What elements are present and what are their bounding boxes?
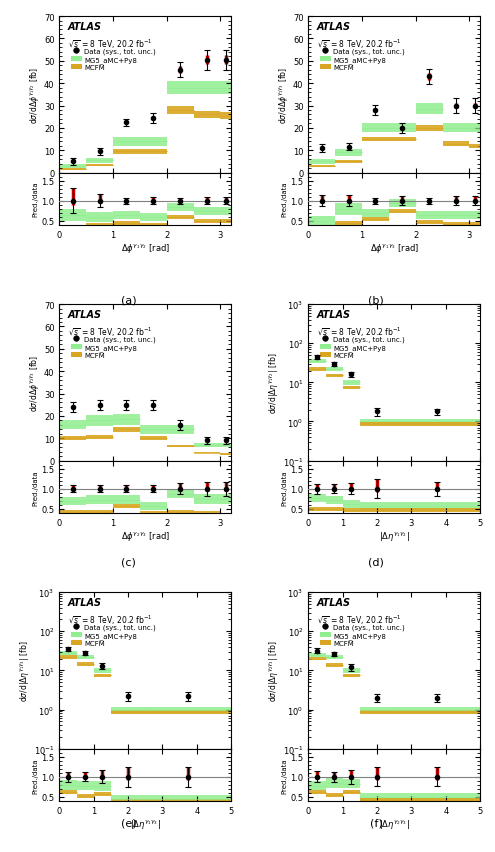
X-axis label: $\Delta\phi^{\gamma_1\gamma_2}$ [rad]: $\Delta\phi^{\gamma_1\gamma_2}$ [rad]	[121, 242, 170, 255]
Legend: Data (sys., tot. unc.), MG5_aMC+Py8, MCFM: Data (sys., tot. unc.), MG5_aMC+Py8, MCF…	[319, 623, 406, 648]
Text: $\sqrt{s}$ = 8 TeV, 20.2 fb$^{-1}$: $\sqrt{s}$ = 8 TeV, 20.2 fb$^{-1}$	[317, 37, 401, 51]
Text: ATLAS: ATLAS	[68, 22, 102, 32]
Y-axis label: d$\sigma$/d$\Delta\phi^{\gamma_2\gamma_3}$ [fb]: d$\sigma$/d$\Delta\phi^{\gamma_2\gamma_3…	[28, 354, 41, 412]
Text: ATLAS: ATLAS	[317, 22, 351, 32]
Y-axis label: d$\sigma$/d$|\Delta\eta^{\gamma_1\gamma_3}|$ [fb]: d$\sigma$/d$|\Delta\eta^{\gamma_1\gamma_…	[18, 640, 31, 701]
Y-axis label: Pred./data: Pred./data	[282, 469, 288, 505]
Legend: Data (sys., tot. unc.), MG5_aMC+Py8, MCFM: Data (sys., tot. unc.), MG5_aMC+Py8, MCF…	[70, 335, 157, 360]
Legend: Data (sys., tot. unc.), MG5_aMC+Py8, MCFM: Data (sys., tot. unc.), MG5_aMC+Py8, MCF…	[70, 47, 157, 72]
Text: $\sqrt{s}$ = 8 TeV, 20.2 fb$^{-1}$: $\sqrt{s}$ = 8 TeV, 20.2 fb$^{-1}$	[68, 325, 152, 338]
Legend: Data (sys., tot. unc.), MG5_aMC+Py8, MCFM: Data (sys., tot. unc.), MG5_aMC+Py8, MCF…	[319, 335, 406, 360]
Text: (a): (a)	[121, 296, 137, 305]
Text: $\sqrt{s}$ = 8 TeV, 20.2 fb$^{-1}$: $\sqrt{s}$ = 8 TeV, 20.2 fb$^{-1}$	[68, 37, 152, 51]
Y-axis label: Pred./data: Pred./data	[33, 469, 39, 505]
Text: $\sqrt{s}$ = 8 TeV, 20.2 fb$^{-1}$: $\sqrt{s}$ = 8 TeV, 20.2 fb$^{-1}$	[317, 325, 401, 338]
X-axis label: $|\Delta\eta^{\gamma_1\gamma_3}|$: $|\Delta\eta^{\gamma_1\gamma_3}|$	[130, 818, 161, 831]
Text: (d): (d)	[368, 556, 384, 567]
Y-axis label: d$\sigma$/d$|\Delta\eta^{\gamma_2\gamma_3}|$ [fb]: d$\sigma$/d$|\Delta\eta^{\gamma_2\gamma_…	[267, 640, 280, 701]
Text: $\sqrt{s}$ = 8 TeV, 20.2 fb$^{-1}$: $\sqrt{s}$ = 8 TeV, 20.2 fb$^{-1}$	[317, 613, 401, 626]
Legend: Data (sys., tot. unc.), MG5_aMC+Py8, MCFM: Data (sys., tot. unc.), MG5_aMC+Py8, MCF…	[319, 47, 406, 72]
Text: ATLAS: ATLAS	[317, 309, 351, 320]
Y-axis label: Pred./data: Pred./data	[33, 757, 39, 792]
Text: ATLAS: ATLAS	[68, 597, 102, 607]
Text: $\sqrt{s}$ = 8 TeV, 20.2 fb$^{-1}$: $\sqrt{s}$ = 8 TeV, 20.2 fb$^{-1}$	[68, 613, 152, 626]
Text: ATLAS: ATLAS	[68, 309, 102, 320]
X-axis label: $|\Delta\eta^{\gamma_1\gamma_2}|$: $|\Delta\eta^{\gamma_1\gamma_2}|$	[379, 530, 410, 543]
Y-axis label: Pred./data: Pred./data	[33, 181, 39, 217]
Y-axis label: d$\sigma$/d$\Delta\phi^{\gamma_1\gamma_2}$ [fb]: d$\sigma$/d$\Delta\phi^{\gamma_1\gamma_2…	[28, 66, 41, 124]
Legend: Data (sys., tot. unc.), MG5_aMC+Py8, MCFM: Data (sys., tot. unc.), MG5_aMC+Py8, MCF…	[70, 623, 157, 648]
X-axis label: $\Delta\phi^{\gamma_1\gamma_3}$ [rad]: $\Delta\phi^{\gamma_1\gamma_3}$ [rad]	[370, 242, 419, 255]
Y-axis label: d$\sigma$/d$\Delta\phi^{\gamma_1\gamma_3}$ [fb]: d$\sigma$/d$\Delta\phi^{\gamma_1\gamma_3…	[277, 66, 290, 124]
Y-axis label: Pred./data: Pred./data	[282, 181, 288, 217]
Text: ATLAS: ATLAS	[317, 597, 351, 607]
Y-axis label: Pred./data: Pred./data	[282, 757, 288, 792]
Y-axis label: d$\sigma$/d$|\Delta\eta^{\gamma_1\gamma_2}|$ [fb]: d$\sigma$/d$|\Delta\eta^{\gamma_1\gamma_…	[267, 352, 280, 414]
X-axis label: $\Delta\phi^{\gamma_2\gamma_3}$ [rad]: $\Delta\phi^{\gamma_2\gamma_3}$ [rad]	[121, 530, 170, 543]
Text: (f): (f)	[370, 818, 383, 828]
Text: (e): (e)	[121, 818, 137, 828]
X-axis label: $|\Delta\eta^{\gamma_2\gamma_3}|$: $|\Delta\eta^{\gamma_2\gamma_3}|$	[379, 818, 410, 831]
Text: (c): (c)	[121, 556, 136, 567]
Text: (b): (b)	[368, 296, 384, 305]
